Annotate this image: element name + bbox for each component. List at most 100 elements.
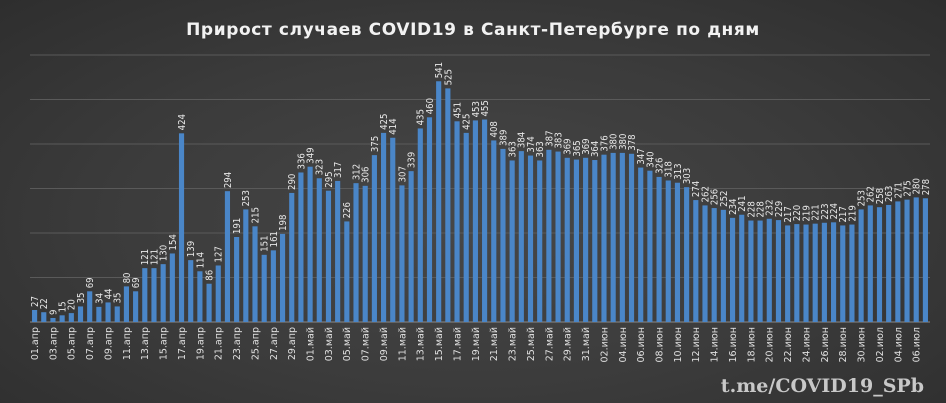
data-label: 363 [508,141,519,157]
x-tick-label: 13.апр [140,327,151,360]
bar [408,171,414,322]
data-label: 154 [168,234,179,250]
bar [316,178,322,322]
bar [96,306,102,322]
bar [472,120,478,322]
data-label: 380 [618,134,629,150]
bar [849,224,855,322]
bar [693,200,699,322]
x-tick-label: 22.июн [783,327,794,363]
data-label: 307 [397,166,408,182]
data-label: 27 [30,296,41,307]
x-tick-label: 11.май [397,327,408,361]
x-tick-label: 04.июл [893,327,904,362]
bar [307,166,313,322]
x-tick-label: 17.май [452,327,463,361]
data-label: 294 [223,172,234,188]
bar [518,151,524,322]
bar [573,159,579,322]
data-label: 228 [746,201,757,217]
data-label: 375 [370,136,381,152]
data-label: 234 [728,199,739,215]
bar [812,223,818,322]
x-tick-label: 08.июн [654,327,665,363]
x-tick-label: 21.май [489,327,500,361]
bar [371,155,377,323]
data-label: 408 [489,121,500,137]
data-label: 383 [553,132,564,148]
data-label: 34 [94,293,105,304]
bar [252,226,258,322]
x-tick-label: 10.июн [673,327,684,363]
bar [840,225,846,322]
data-label: 217 [838,206,849,222]
x-tick-label: 13.май [416,327,427,361]
data-label: 369 [563,138,574,154]
data-label: 69 [85,277,96,288]
bar [904,199,910,323]
data-label: 339 [407,152,418,168]
bar [426,117,433,322]
data-label: 191 [232,218,243,234]
data-labels: 2722915203569344435806912112113015442413… [30,62,932,315]
data-label: 306 [361,167,372,183]
bar [390,137,396,322]
data-label: 303 [682,168,693,184]
x-tick-label: 16.июн [728,327,739,363]
data-label: 121 [149,249,160,265]
data-label: 295 [324,171,335,187]
bar [178,133,185,322]
data-label: 80 [122,273,133,284]
data-label: 241 [737,195,748,211]
bar [325,190,332,322]
data-label: 317 [333,162,344,178]
bar [592,160,598,322]
x-tick-label: 19.апр [195,327,206,360]
bar [876,207,883,322]
data-label: 455 [480,100,491,116]
bar [50,318,56,322]
chart-title: Прирост случаев COVID19 в Санкт-Петербур… [186,20,760,40]
bar [123,286,129,322]
data-label: 290 [287,174,298,190]
data-label: 221 [811,204,822,220]
bar [555,151,561,322]
bar [215,265,221,322]
data-label: 151 [260,235,271,251]
data-label: 541 [434,62,445,78]
bar [436,81,442,322]
data-label: 161 [269,231,280,247]
data-label: 424 [177,114,188,130]
data-label: 376 [599,135,610,151]
bar [803,224,809,322]
bar [647,170,653,322]
bar [87,291,93,322]
watermark: t.me/COVID19_SPb [721,375,924,397]
bar [114,306,120,322]
data-label: 20 [67,299,78,310]
x-tick-label: 27.апр [269,327,280,360]
data-label: 387 [544,130,555,146]
bar [234,237,240,322]
bar [720,209,726,322]
x-tick-label: 06.июн [636,327,647,363]
bar [289,192,295,322]
data-label: 229 [774,201,785,217]
bar [270,250,276,322]
data-label: 219 [801,205,812,221]
bar [77,306,84,322]
x-tick-label: 01.май [306,327,317,361]
bar [399,185,405,322]
x-tick-label: 07.май [361,327,372,361]
data-label: 86 [204,270,215,281]
bar [674,182,681,322]
data-label: 274 [691,181,702,197]
bar [509,160,515,322]
data-label: 256 [710,189,721,205]
bar [794,224,800,322]
data-label: 127 [214,246,225,262]
x-tick-label: 05.май [342,327,353,361]
bar [500,148,506,322]
x-tick-label: 03.апр [48,327,59,360]
